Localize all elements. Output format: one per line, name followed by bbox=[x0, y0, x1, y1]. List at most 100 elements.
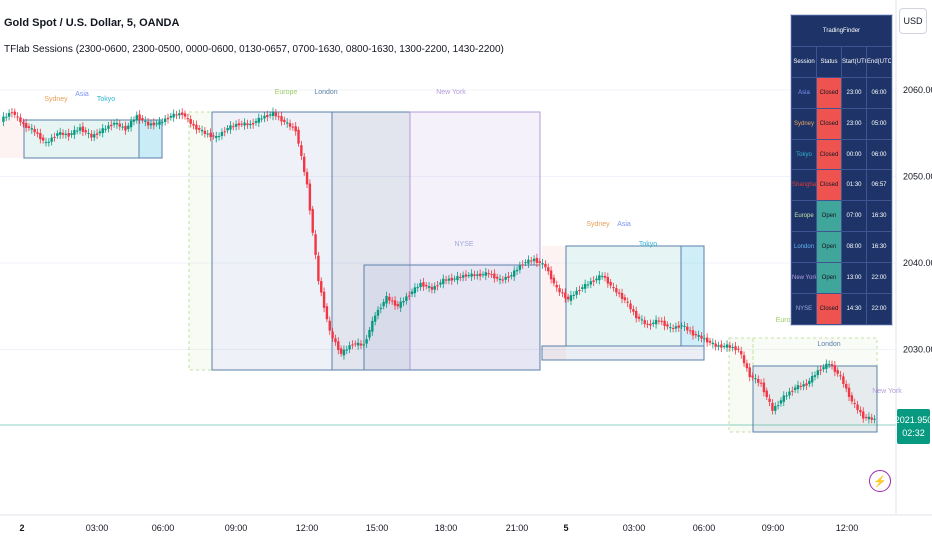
candle-body bbox=[280, 116, 283, 122]
candle-body bbox=[461, 275, 465, 278]
candle-body bbox=[490, 274, 493, 276]
candle-body bbox=[626, 301, 629, 303]
candle-body bbox=[212, 135, 215, 137]
candle-body bbox=[799, 385, 803, 387]
candle-body bbox=[768, 398, 771, 403]
asia-session-box-2 bbox=[565, 245, 682, 347]
candle-body bbox=[300, 145, 303, 156]
candle-body bbox=[73, 129, 76, 135]
x-tick-label: 2 bbox=[19, 523, 24, 533]
session-label: Europe bbox=[776, 317, 799, 324]
candle-body bbox=[501, 279, 505, 281]
candle-body bbox=[515, 269, 519, 272]
candle-body bbox=[368, 330, 371, 338]
session-end: 22:00 bbox=[866, 293, 892, 325]
candle-body bbox=[81, 126, 85, 132]
candle-body bbox=[467, 275, 470, 277]
lightning-icon[interactable]: ⚡ bbox=[869, 470, 891, 492]
candle-body bbox=[873, 418, 876, 420]
candle-body bbox=[484, 272, 488, 276]
currency-button[interactable]: USD bbox=[899, 8, 927, 34]
session-name: New York bbox=[791, 262, 817, 295]
session-label: New York bbox=[872, 388, 902, 395]
candle-body bbox=[774, 406, 777, 411]
candle-body bbox=[430, 286, 434, 290]
candle-body bbox=[433, 286, 436, 290]
x-tick-label: 12:00 bbox=[836, 523, 859, 533]
candle-body bbox=[512, 270, 516, 277]
candle-body bbox=[331, 331, 334, 339]
candle-body bbox=[183, 113, 187, 117]
session-start: 08:00 bbox=[841, 231, 867, 264]
x-tick-label: 03:00 bbox=[86, 523, 109, 533]
candle-body bbox=[782, 395, 785, 402]
candle-body bbox=[535, 257, 539, 263]
tokyo-session-box bbox=[138, 119, 163, 159]
session-name: NYSE bbox=[791, 293, 817, 325]
candle-body bbox=[734, 346, 737, 351]
europe-session-box bbox=[188, 111, 213, 371]
candle-body bbox=[90, 133, 93, 138]
candle-body bbox=[124, 125, 127, 131]
candle-body bbox=[498, 278, 502, 281]
candle-body bbox=[643, 320, 646, 324]
candle-body bbox=[33, 129, 36, 133]
candle-body bbox=[862, 411, 865, 419]
y-tick-label: 2030.000 bbox=[903, 345, 932, 355]
candle-body bbox=[44, 142, 48, 144]
candle-body bbox=[813, 375, 817, 377]
table-row: Asia Closed 23:00 06:00 bbox=[791, 76, 892, 109]
candle-body bbox=[456, 276, 459, 281]
candle-body bbox=[487, 273, 490, 275]
candle-body bbox=[206, 133, 209, 135]
candle-body bbox=[805, 383, 808, 386]
candle-body bbox=[671, 327, 675, 329]
last-price-value: 2021.950 bbox=[894, 414, 932, 425]
candle-body bbox=[694, 333, 698, 336]
candle-body bbox=[720, 344, 723, 348]
candle-body bbox=[808, 380, 811, 385]
candle-body bbox=[864, 416, 868, 418]
indicator-legend[interactable]: TFlab Sessions (2300-0600, 2300-0500, 00… bbox=[4, 44, 504, 55]
candle-body bbox=[632, 309, 635, 312]
candle-body bbox=[215, 136, 218, 139]
candle-body bbox=[717, 345, 720, 347]
candle-body bbox=[382, 301, 385, 307]
session-start: 14:30 bbox=[841, 293, 867, 325]
candle-body bbox=[169, 115, 173, 118]
candle-body bbox=[476, 274, 479, 276]
candle-body bbox=[649, 323, 652, 326]
candle-body bbox=[178, 113, 181, 116]
candle-body bbox=[765, 390, 768, 398]
candle-body bbox=[842, 376, 845, 385]
session-start: 23:00 bbox=[841, 76, 867, 109]
session-label: Tokyo bbox=[97, 96, 115, 103]
candle-body bbox=[263, 115, 266, 119]
candle-body bbox=[351, 344, 354, 346]
candle-body bbox=[220, 132, 224, 136]
candle-body bbox=[283, 119, 286, 123]
candle-body bbox=[260, 118, 263, 120]
candle-body bbox=[27, 126, 31, 129]
session-start: 13:00 bbox=[841, 262, 867, 295]
candle-body bbox=[705, 337, 709, 343]
session-label: New York bbox=[436, 89, 466, 96]
candle-body bbox=[10, 112, 14, 114]
candle-body bbox=[186, 118, 190, 120]
candle-body bbox=[836, 370, 839, 374]
candle-body bbox=[200, 129, 204, 132]
candle-body bbox=[379, 307, 383, 310]
candle-body bbox=[759, 382, 763, 384]
candle-body bbox=[510, 275, 513, 277]
candle-body bbox=[345, 349, 348, 351]
candle-body bbox=[303, 156, 306, 173]
candle-body bbox=[376, 309, 380, 316]
x-tick-label: 15:00 bbox=[366, 523, 389, 533]
candle-body bbox=[195, 124, 198, 130]
candle-body bbox=[268, 114, 272, 116]
candle-body bbox=[95, 133, 99, 135]
candle-body bbox=[527, 259, 530, 264]
candle-body bbox=[674, 326, 678, 329]
candle-body bbox=[87, 132, 90, 134]
